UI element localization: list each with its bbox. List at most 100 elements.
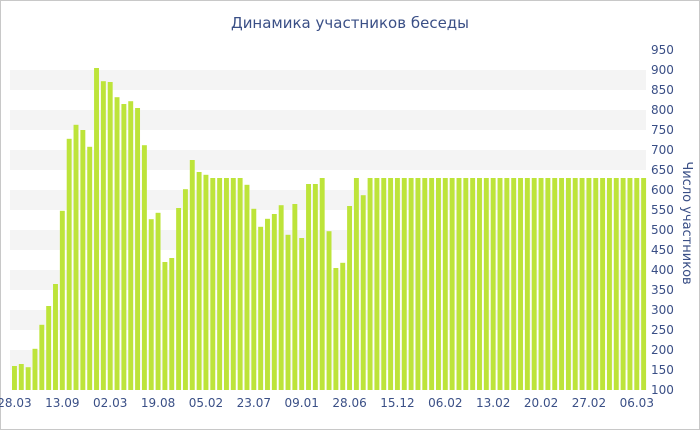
y-tick-label: 500 [651, 223, 674, 237]
x-tick-label: 09.01 [285, 396, 319, 410]
bar [470, 178, 476, 390]
y-tick-label: 800 [651, 103, 674, 117]
x-tick-label: 28.06 [332, 396, 366, 410]
bar [511, 178, 517, 390]
bar [340, 262, 346, 390]
bar [538, 178, 544, 390]
bar [265, 218, 270, 390]
bar [87, 146, 93, 390]
chart-title: Динамика участников беседы [230, 14, 470, 32]
bar [627, 178, 633, 390]
bar [367, 178, 373, 390]
bar [46, 306, 52, 390]
bar [162, 262, 168, 390]
x-tick-label: 27.02 [572, 396, 606, 410]
x-tick-label: 19.08 [141, 396, 175, 410]
bar [217, 178, 223, 390]
bar [634, 178, 640, 390]
bar [53, 284, 58, 390]
bar [176, 208, 182, 390]
x-tick-label: 15.12 [380, 396, 414, 410]
bar [477, 178, 482, 390]
y-tick-label: 550 [651, 203, 674, 217]
bar [442, 178, 448, 390]
bar [114, 97, 120, 390]
y-tick-label: 150 [651, 363, 674, 377]
x-tick-label: 20.02 [524, 396, 558, 410]
bar [306, 184, 311, 390]
y-tick-label: 850 [651, 83, 674, 97]
bar [422, 178, 428, 390]
bar [483, 178, 489, 390]
bar [449, 178, 455, 390]
bar [224, 178, 229, 390]
y-axis-label: Число участников [679, 161, 694, 284]
bar [401, 178, 407, 390]
bar [586, 178, 592, 390]
bar [518, 178, 523, 390]
bar [312, 184, 318, 390]
bar [347, 206, 353, 390]
y-tick-label: 250 [651, 323, 674, 337]
y-tick-label: 450 [651, 243, 674, 257]
bar [545, 178, 551, 390]
bar [436, 178, 441, 390]
bar [80, 130, 86, 390]
bar [490, 178, 496, 390]
bar [18, 364, 24, 390]
bar [333, 268, 339, 390]
x-tick-label: 23.07 [237, 396, 271, 410]
bar [606, 178, 612, 390]
x-tick-label: 06.02 [428, 396, 462, 410]
x-tick-label: 28.03 [0, 396, 32, 410]
bar [73, 124, 79, 391]
x-tick-label: 13.02 [476, 396, 510, 410]
bar [565, 178, 571, 390]
x-tick-label: 05.02 [189, 396, 223, 410]
y-tick-label: 900 [651, 63, 674, 77]
bar [107, 82, 113, 390]
grid-band [10, 150, 646, 170]
x-tick-label: 06.03 [620, 396, 654, 410]
bar [148, 219, 154, 390]
bar [593, 178, 599, 390]
bar [189, 160, 195, 390]
bar [504, 178, 510, 390]
bar [66, 138, 72, 390]
grid-band [10, 70, 646, 90]
bar [244, 184, 250, 390]
bar [388, 178, 394, 390]
bar [572, 178, 578, 390]
bar [135, 108, 141, 390]
bar [613, 178, 619, 390]
x-tick-label: 13.09 [45, 396, 79, 410]
bar [12, 366, 17, 390]
bar [258, 226, 264, 390]
bar [408, 178, 414, 390]
bar [128, 101, 134, 390]
bar [292, 204, 298, 390]
y-tick-label: 100 [651, 383, 674, 397]
x-tick-label: 02.03 [93, 396, 127, 410]
bar [94, 68, 99, 390]
bar [278, 205, 284, 390]
bar [353, 178, 359, 390]
bar [463, 178, 469, 390]
bar [319, 178, 325, 390]
bar [169, 258, 175, 390]
bar [360, 195, 366, 390]
bar [641, 178, 647, 390]
bar [620, 178, 626, 390]
bar [394, 178, 400, 390]
y-tick-label: 200 [651, 343, 674, 357]
bar [230, 178, 236, 390]
bar [39, 324, 45, 390]
bar [32, 348, 38, 390]
bar [203, 174, 209, 390]
y-tick-label: 700 [651, 143, 674, 157]
bar [182, 189, 188, 390]
bar [59, 210, 65, 390]
bar [121, 104, 127, 390]
bar [559, 178, 565, 390]
bar [456, 178, 462, 390]
